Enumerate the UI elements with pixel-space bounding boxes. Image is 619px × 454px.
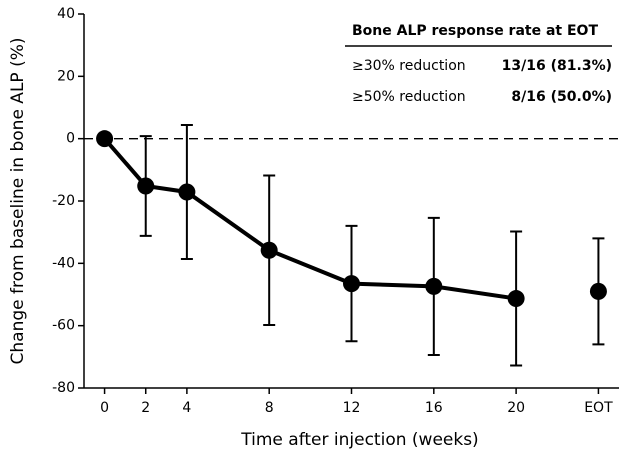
x-tick-label: 20	[507, 400, 525, 416]
x-tick-label: 0	[100, 400, 109, 416]
line	[103, 137, 517, 301]
marker	[137, 177, 155, 195]
y-tick-label: 20	[57, 68, 75, 84]
y-tick-label: 0	[66, 131, 75, 147]
marker	[425, 277, 443, 295]
y-tick-label: -20	[52, 193, 75, 209]
y-tick-label: -80	[52, 380, 75, 396]
table-cell: ≥50% reduction	[352, 89, 466, 105]
x-tick-label: 12	[343, 400, 361, 416]
marker	[178, 183, 196, 201]
x-axis-label: Time after injection (weeks)	[240, 430, 478, 450]
y-tick-label: -60	[52, 318, 75, 334]
x-tick-label: 2	[141, 400, 150, 416]
marker	[589, 282, 607, 300]
table-cell: ≥30% reduction	[352, 58, 466, 74]
marker	[343, 275, 360, 293]
x-tick-label: 8	[265, 400, 274, 416]
table-cell: 8/16 (50.0%)	[511, 89, 612, 105]
y-tick-label: 40	[57, 6, 75, 22]
table-title: Bone ALP response rate at EOT	[352, 23, 598, 39]
x-tick-label: 16	[425, 400, 443, 416]
marker	[260, 241, 278, 259]
marker	[507, 290, 525, 308]
y-tick-label: -40	[52, 255, 75, 271]
y-axis-label: Change from baseline in bone ALP (%)	[8, 38, 28, 365]
marker	[96, 130, 114, 148]
x-tick-label: 4	[182, 400, 191, 416]
x-tick-label: EOT	[584, 400, 613, 416]
table-cell: 13/16 (81.3%)	[502, 58, 612, 74]
